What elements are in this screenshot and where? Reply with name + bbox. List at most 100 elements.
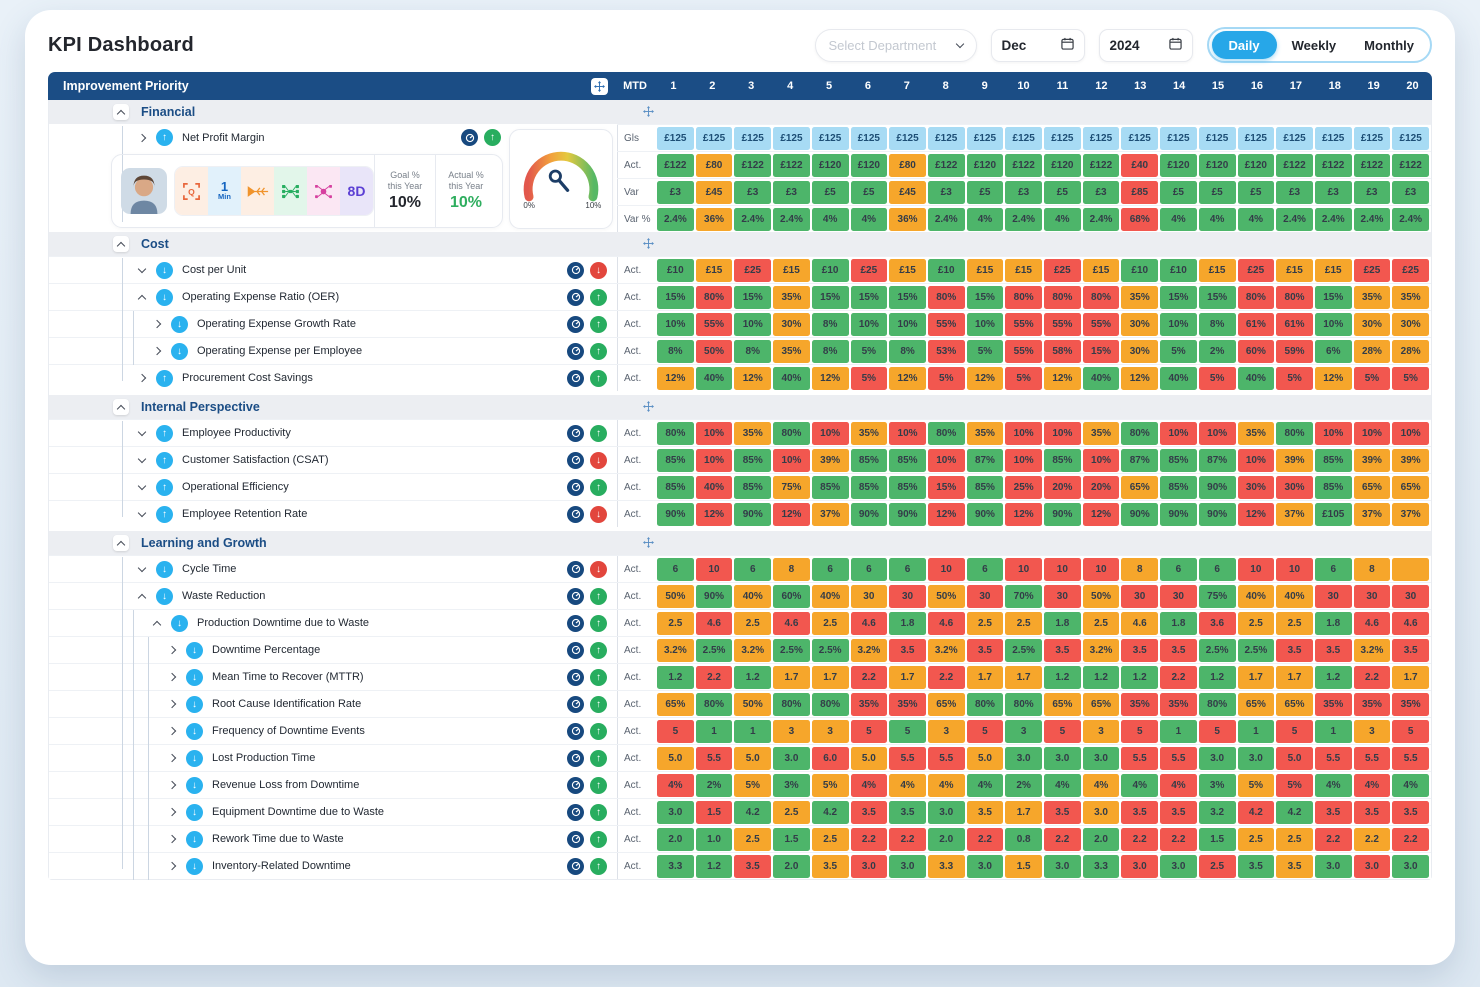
grid-cell[interactable]: 40% xyxy=(695,475,733,499)
grid-cell[interactable]: 55% xyxy=(927,312,965,336)
grid-cell[interactable]: 50% xyxy=(1082,584,1120,608)
grid-cell[interactable]: 2.5 xyxy=(1276,827,1313,851)
grid-cell[interactable]: 80% xyxy=(1276,421,1313,445)
grid-cell[interactable]: £10 xyxy=(1160,258,1197,282)
grid-cell[interactable]: 3.0 xyxy=(773,746,810,770)
grid-cell[interactable]: 6 xyxy=(1314,557,1352,581)
grid-cell[interactable]: 4.2 xyxy=(734,800,772,824)
grid-cell[interactable]: 3.5 xyxy=(1276,638,1313,662)
grid-cell[interactable]: 1.0 xyxy=(695,827,733,851)
grid-cell[interactable]: 10% xyxy=(927,448,965,472)
grid-cell[interactable]: 50% xyxy=(927,584,965,608)
grid-cell[interactable]: £122 xyxy=(1005,153,1042,177)
grid-cell[interactable]: 40% xyxy=(1276,584,1313,608)
grid-cell[interactable]: £5 xyxy=(1198,180,1236,204)
grid-cell[interactable]: 3.2% xyxy=(1353,638,1391,662)
grid-cell[interactable]: 4% xyxy=(850,773,888,797)
grid-cell[interactable]: 8% xyxy=(734,339,772,363)
grid-cell[interactable]: 2.5 xyxy=(1276,611,1313,635)
grid-cell[interactable]: 5.0 xyxy=(657,746,694,770)
gauge-icon[interactable] xyxy=(567,505,584,523)
grid-cell[interactable]: £15 xyxy=(1082,258,1120,282)
grid-cell[interactable]: 2.2 xyxy=(1392,827,1429,851)
grid-cell[interactable]: 40% xyxy=(811,584,849,608)
fishbone-icon[interactable] xyxy=(241,167,274,215)
grid-cell[interactable]: 10% xyxy=(1198,421,1236,445)
grid-cell[interactable]: 90% xyxy=(1121,502,1159,526)
grid-cell[interactable]: £80 xyxy=(889,153,926,177)
grid-cell[interactable]: 87% xyxy=(1198,448,1236,472)
grid-cell[interactable]: 5.5 xyxy=(695,746,733,770)
grid-cell[interactable]: 3.5 xyxy=(1314,638,1352,662)
grid-cell[interactable]: 15% xyxy=(966,285,1004,309)
grid-cell[interactable]: 5% xyxy=(1276,773,1313,797)
grid-cell[interactable]: £10 xyxy=(657,258,694,282)
grid-cell[interactable]: 12% xyxy=(889,366,926,390)
grid-cell[interactable]: £125 xyxy=(1005,126,1042,150)
grid-cell[interactable]: 2.5 xyxy=(1198,854,1236,878)
grid-cell[interactable]: 3.5 xyxy=(1276,854,1313,878)
grid-cell[interactable]: 4.6 xyxy=(1392,611,1429,635)
grid-cell[interactable]: 80% xyxy=(927,421,965,445)
grid-cell[interactable]: 1.2 xyxy=(657,665,694,689)
grid-cell[interactable]: 4% xyxy=(1160,207,1197,231)
grid-cell[interactable]: 8% xyxy=(1198,312,1236,336)
grid-cell[interactable]: 2.2 xyxy=(1353,827,1391,851)
grid-cell[interactable]: 3.0 xyxy=(889,854,926,878)
grid-cell[interactable]: £125 xyxy=(1044,126,1081,150)
grid-cell[interactable]: 10% xyxy=(1392,421,1429,445)
chevron-right-icon[interactable] xyxy=(163,699,181,709)
grid-cell[interactable]: 30% xyxy=(1353,312,1391,336)
grid-cell[interactable]: 35% xyxy=(966,421,1004,445)
grid-cell[interactable]: 1.7 xyxy=(1392,665,1429,689)
grid-cell[interactable]: 3.5 xyxy=(1353,800,1391,824)
grid-cell[interactable]: 2.2 xyxy=(1314,827,1352,851)
grid-cell[interactable]: £5 xyxy=(1160,180,1197,204)
grid-cell[interactable]: £120 xyxy=(1198,153,1236,177)
grid-cell[interactable]: 5 xyxy=(1392,719,1429,743)
move-icon[interactable] xyxy=(643,104,654,122)
grid-cell[interactable]: 1.2 xyxy=(1082,665,1120,689)
grid-cell[interactable]: 85% xyxy=(657,475,694,499)
grid-cell[interactable]: 3.0 xyxy=(850,854,888,878)
grid-cell[interactable]: 85% xyxy=(850,475,888,499)
move-icon[interactable] xyxy=(643,236,654,254)
chevron-up-icon[interactable] xyxy=(133,592,151,602)
grid-cell[interactable]: 3.5 xyxy=(1237,854,1275,878)
grid-cell[interactable]: 1.5 xyxy=(1005,854,1042,878)
grid-cell[interactable]: 5% xyxy=(1276,366,1313,390)
grid-cell[interactable]: 2% xyxy=(1005,773,1042,797)
grid-cell[interactable]: 40% xyxy=(1237,366,1275,390)
collapse-section-icon[interactable] xyxy=(113,104,129,120)
grid-cell[interactable]: 15% xyxy=(889,285,926,309)
grid-cell[interactable]: 75% xyxy=(1198,584,1236,608)
grid-cell[interactable]: 4% xyxy=(889,773,926,797)
grid-cell[interactable]: 3.2 xyxy=(1198,800,1236,824)
grid-cell[interactable]: 2.0 xyxy=(927,827,965,851)
grid-cell[interactable]: 12% xyxy=(927,502,965,526)
grid-cell[interactable]: 30% xyxy=(1237,475,1275,499)
grid-cell[interactable]: 10 xyxy=(1276,557,1313,581)
chevron-down-icon[interactable] xyxy=(133,454,151,463)
gauge-icon[interactable] xyxy=(567,451,584,469)
grid-cell[interactable]: 2.5% xyxy=(811,638,849,662)
grid-cell[interactable]: 1.7 xyxy=(1005,800,1042,824)
grid-cell[interactable]: 2.2 xyxy=(850,665,888,689)
grid-cell[interactable]: 3.3 xyxy=(927,854,965,878)
grid-cell[interactable]: 1.7 xyxy=(1005,665,1042,689)
grid-cell[interactable]: 3.0 xyxy=(1044,854,1081,878)
grid-cell[interactable]: £25 xyxy=(1044,258,1081,282)
grid-cell[interactable]: 3.5 xyxy=(811,854,849,878)
grid-cell[interactable]: 80% xyxy=(1237,285,1275,309)
grid-cell[interactable]: 55% xyxy=(1044,312,1081,336)
grid-cell[interactable]: £125 xyxy=(695,126,733,150)
grid-cell[interactable]: 6 xyxy=(1198,557,1236,581)
grid-cell[interactable]: 5% xyxy=(1005,366,1042,390)
chevron-up-icon[interactable] xyxy=(148,619,166,629)
grid-cell[interactable]: £5 xyxy=(1237,180,1275,204)
chevron-right-icon[interactable] xyxy=(163,807,181,817)
grid-cell[interactable]: £122 xyxy=(1276,153,1313,177)
grid-cell[interactable]: 10% xyxy=(695,421,733,445)
grid-cell[interactable]: 30 xyxy=(966,584,1004,608)
grid-cell[interactable]: 10 xyxy=(927,557,965,581)
